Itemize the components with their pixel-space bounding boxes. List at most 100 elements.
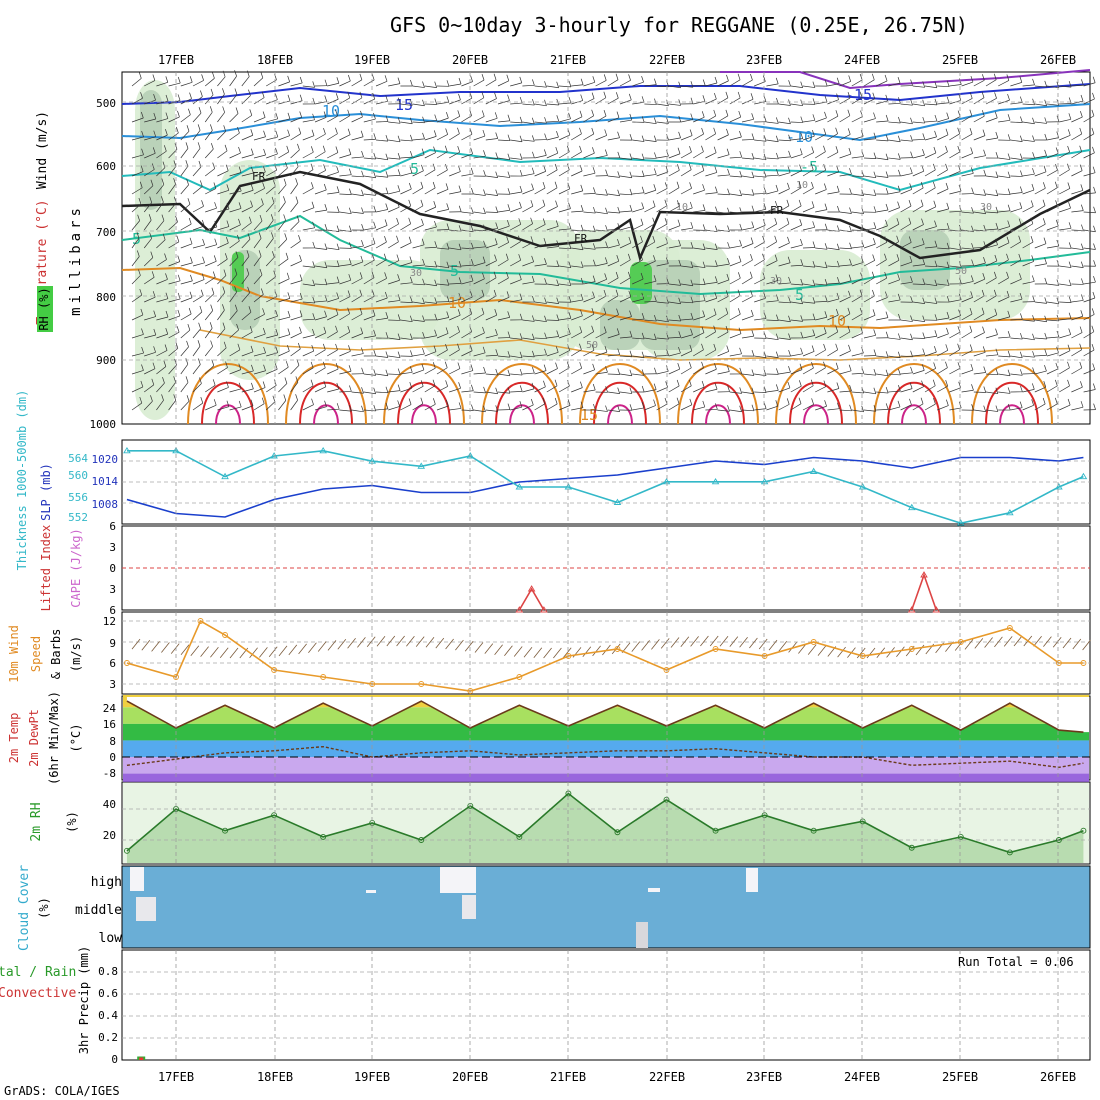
wind-barb-flag — [202, 256, 205, 263]
wind-barb — [375, 317, 388, 321]
wind-barb — [229, 132, 240, 141]
wind-barb-flag — [544, 278, 547, 285]
wind-barb — [461, 390, 474, 393]
wind-barb — [985, 228, 998, 231]
wind-barb — [863, 260, 875, 267]
wind-barb — [839, 370, 852, 375]
wind-barb-flag — [323, 164, 326, 171]
wind-barb — [1059, 334, 1071, 339]
wind-barb-flag — [197, 124, 201, 131]
wind-barb — [900, 223, 912, 231]
wind-barb — [436, 151, 448, 159]
wind-barb-flag — [531, 315, 535, 322]
wind-barb — [436, 247, 449, 250]
wind-barb-flag — [1054, 181, 1058, 188]
wind-barb — [1059, 404, 1071, 411]
wind-barb-flag — [812, 221, 816, 228]
wind-barb — [253, 188, 265, 195]
wind-barb — [961, 229, 974, 233]
surface-wind-barb — [700, 635, 709, 647]
wind-barb-flag — [739, 367, 743, 375]
wind-barb-flag — [969, 307, 973, 315]
wind-barb-flag — [185, 376, 189, 383]
wind-barb-flag — [1091, 308, 1095, 315]
wind-barb-flag — [287, 328, 291, 335]
wind-barb — [961, 133, 973, 141]
wind-barb — [400, 188, 412, 195]
wind-barb-flag — [653, 351, 657, 358]
wind-barb-flag — [542, 199, 546, 206]
wind-barb-flag — [373, 133, 377, 140]
bottom-date-label: 18FEB — [257, 1070, 293, 1084]
wind-barb-flag — [823, 327, 827, 334]
rh2m-line-marker — [320, 833, 327, 840]
wind-barb — [924, 265, 938, 268]
wind-barb — [790, 244, 803, 249]
wind-barb — [253, 97, 265, 105]
wind-barb — [1010, 224, 1022, 231]
wind-barb-flag — [739, 189, 743, 196]
wind-barb — [534, 386, 546, 393]
wind-barb-flag — [397, 368, 401, 375]
wind-barb — [485, 138, 498, 141]
wind-barb — [815, 189, 827, 195]
wind-barb — [693, 367, 704, 375]
temp-band — [123, 773, 1089, 782]
cloud-cover-block — [440, 867, 476, 893]
wind-barb-flag — [983, 257, 986, 264]
surface-wind-barb — [670, 637, 680, 648]
wind-barb-flag — [347, 128, 351, 135]
wind-barb-flag — [676, 379, 680, 387]
wind-barb-flag — [628, 93, 632, 101]
wind-barb — [302, 385, 314, 393]
wind-barb-flag — [1056, 81, 1060, 88]
wind-barb-flag — [688, 361, 692, 368]
wind-barb-flag — [1032, 295, 1035, 302]
wind-barb-flag — [689, 201, 693, 209]
wind-barb-flag — [1068, 328, 1072, 335]
wind-barb — [339, 409, 352, 412]
wind-barb-flag — [163, 145, 167, 152]
wind-barb-flag — [983, 405, 987, 412]
rh2m-line-marker — [516, 833, 523, 840]
wind-barb — [656, 403, 668, 411]
wind-barb — [644, 405, 656, 411]
wind-barb-flag — [885, 386, 889, 394]
wind-barb-flag — [713, 109, 717, 117]
wind-barb — [461, 350, 473, 357]
wind-barb — [668, 403, 680, 411]
wind-barb — [424, 85, 437, 89]
wind-barb — [473, 135, 486, 141]
thickness-line-marker — [662, 477, 671, 485]
wind-barb-flag — [286, 272, 290, 279]
wind-barb — [388, 241, 399, 249]
wind-barb — [436, 209, 449, 213]
wind-barb-flag — [885, 351, 889, 358]
wind-barb — [412, 170, 424, 177]
wind-barb — [802, 152, 814, 159]
wind-barb-flag — [810, 379, 814, 386]
wind-barb — [400, 301, 413, 303]
wind-barb-flag — [678, 297, 681, 304]
wind-barb-flag — [373, 152, 377, 160]
wind-barb — [815, 405, 827, 411]
wind-barb-flag — [701, 111, 705, 118]
wind-barb — [961, 115, 973, 123]
wind-barb — [546, 226, 559, 231]
wind-barb — [741, 335, 754, 339]
wind-barb — [827, 408, 840, 411]
wind-barb-flag — [812, 261, 816, 268]
wind-barb — [766, 390, 779, 393]
wind-barb-flag — [397, 185, 401, 192]
wind-barb-flag — [677, 147, 681, 154]
wind-barb — [924, 136, 937, 141]
wind-barb-flag — [640, 272, 644, 280]
wind-barb-flag — [151, 271, 155, 278]
wind-barb-flag — [800, 259, 804, 266]
wind-barb-flag — [446, 243, 450, 250]
wind-barb — [302, 207, 315, 213]
wind-barb-flag — [470, 167, 474, 175]
wind-barb-flag — [234, 88, 238, 95]
wind-barb-flag — [812, 313, 816, 320]
wind-barb — [1059, 207, 1071, 213]
